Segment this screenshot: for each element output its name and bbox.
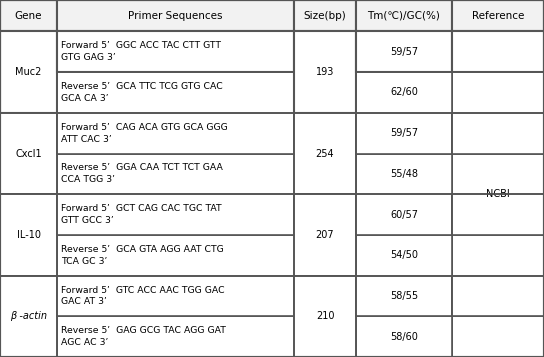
Bar bbox=[57, 316, 294, 357]
Bar bbox=[57, 235, 294, 276]
Text: Primer Sequences: Primer Sequences bbox=[128, 11, 222, 21]
Bar bbox=[452, 235, 544, 276]
Bar bbox=[356, 154, 452, 194]
Text: β -actin: β -actin bbox=[10, 311, 47, 321]
Bar bbox=[356, 316, 452, 357]
Bar bbox=[0, 113, 57, 194]
Bar bbox=[356, 72, 452, 113]
Bar bbox=[294, 194, 356, 276]
Bar bbox=[452, 154, 544, 194]
Bar bbox=[452, 0, 544, 31]
Text: Reverse 5’  GCA TTC TCG GTG CAC
GCA CA 3’: Reverse 5’ GCA TTC TCG GTG CAC GCA CA 3’ bbox=[61, 82, 223, 103]
Bar bbox=[356, 113, 452, 154]
Bar bbox=[294, 31, 356, 113]
Bar bbox=[57, 194, 294, 235]
Bar bbox=[452, 72, 544, 113]
Bar bbox=[57, 72, 294, 113]
Text: 54/50: 54/50 bbox=[390, 250, 418, 260]
Bar bbox=[356, 276, 452, 316]
Text: 62/60: 62/60 bbox=[390, 87, 418, 97]
Text: Reverse 5’  GGA CAA TCT TCT GAA
CCA TGG 3’: Reverse 5’ GGA CAA TCT TCT GAA CCA TGG 3… bbox=[61, 164, 224, 184]
Bar bbox=[356, 31, 452, 72]
Text: Gene: Gene bbox=[15, 11, 42, 21]
Bar bbox=[0, 276, 57, 357]
Text: Reference: Reference bbox=[472, 11, 524, 21]
Bar bbox=[356, 0, 452, 31]
Text: Reverse 5’  GCA GTA AGG AAT CTG
TCA GC 3’: Reverse 5’ GCA GTA AGG AAT CTG TCA GC 3’ bbox=[61, 245, 224, 266]
Text: 210: 210 bbox=[316, 311, 335, 321]
Bar bbox=[0, 31, 57, 113]
Text: 55/48: 55/48 bbox=[390, 169, 418, 179]
Text: 254: 254 bbox=[316, 149, 335, 159]
Bar bbox=[452, 113, 544, 154]
Text: 59/57: 59/57 bbox=[390, 128, 418, 138]
Bar bbox=[0, 194, 57, 276]
Bar bbox=[57, 276, 294, 316]
Bar bbox=[294, 113, 356, 194]
Bar bbox=[57, 154, 294, 194]
Bar bbox=[452, 276, 544, 316]
Bar bbox=[0, 0, 57, 31]
Bar bbox=[452, 31, 544, 72]
Bar bbox=[57, 113, 294, 154]
Text: 58/55: 58/55 bbox=[390, 291, 418, 301]
Bar bbox=[294, 0, 356, 31]
Text: Reverse 5’  GAG GCG TAC AGG GAT
AGC AC 3’: Reverse 5’ GAG GCG TAC AGG GAT AGC AC 3’ bbox=[61, 326, 226, 347]
Text: Size(bp): Size(bp) bbox=[304, 11, 347, 21]
Text: 58/60: 58/60 bbox=[390, 332, 418, 342]
Bar bbox=[57, 0, 294, 31]
Text: Forward 5’  GGC ACC TAC CTT GTT
GTG GAG 3’: Forward 5’ GGC ACC TAC CTT GTT GTG GAG 3… bbox=[61, 41, 221, 62]
Text: Forward 5’  CAG ACA GTG GCA GGG
ATT CAC 3’: Forward 5’ CAG ACA GTG GCA GGG ATT CAC 3… bbox=[61, 123, 228, 144]
Bar bbox=[356, 235, 452, 276]
Text: Tm(℃)/GC(%): Tm(℃)/GC(%) bbox=[368, 11, 440, 21]
Bar bbox=[294, 276, 356, 357]
Bar bbox=[356, 194, 452, 235]
Text: 59/57: 59/57 bbox=[390, 47, 418, 57]
Bar bbox=[452, 194, 544, 235]
Text: Forward 5’  GTC ACC AAC TGG GAC
GAC AT 3’: Forward 5’ GTC ACC AAC TGG GAC GAC AT 3’ bbox=[61, 286, 225, 306]
Text: Cxcl1: Cxcl1 bbox=[15, 149, 42, 159]
Text: Muc2: Muc2 bbox=[15, 67, 42, 77]
Text: 207: 207 bbox=[316, 230, 335, 240]
Text: Forward 5’  GCT CAG CAC TGC TAT
GTT GCC 3’: Forward 5’ GCT CAG CAC TGC TAT GTT GCC 3… bbox=[61, 204, 222, 225]
Text: 193: 193 bbox=[316, 67, 334, 77]
Text: IL-10: IL-10 bbox=[16, 230, 41, 240]
Text: 60/57: 60/57 bbox=[390, 210, 418, 220]
Bar bbox=[452, 316, 544, 357]
Text: NCBI: NCBI bbox=[486, 189, 510, 199]
Bar bbox=[57, 31, 294, 72]
